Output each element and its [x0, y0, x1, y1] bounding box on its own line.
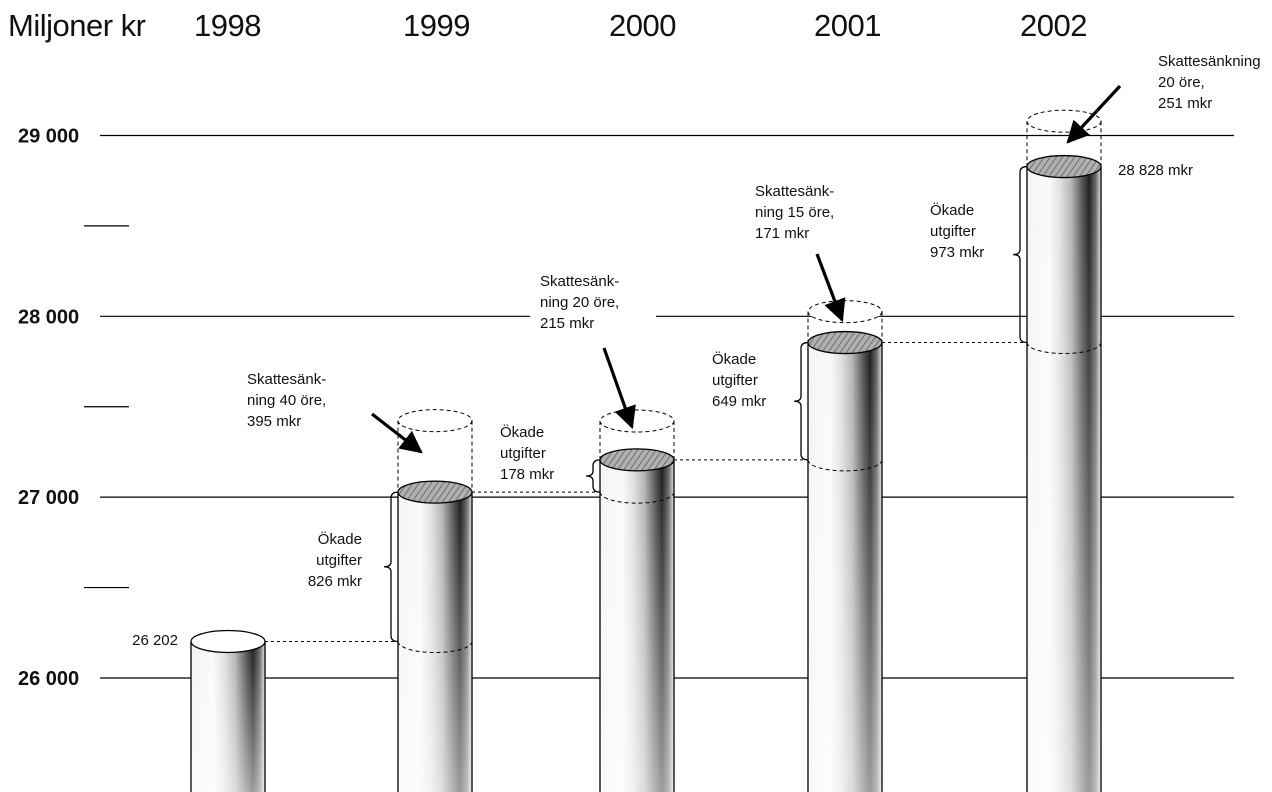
cylinder-1999: [397, 409, 473, 792]
spend-note-2001-line: Ökade: [712, 350, 756, 368]
spend-note-2002: Ökade utgifter 973 mkr: [930, 201, 984, 261]
cylinder-1998: [190, 629, 266, 792]
y-axis-unit-label: Miljoner kr: [8, 8, 146, 43]
spend-note-2000-line: utgifter: [500, 445, 546, 462]
cylinder-shade: [191, 641, 265, 792]
tax-note-2002: Skattesänkning 20 öre, 251 mkr: [1158, 53, 1261, 112]
tax-note-1999-line: ning 40 öre,: [247, 392, 326, 409]
tax-note-2002-line: 20 öre,: [1158, 74, 1205, 91]
tax-note-2000-line: Skattesänk-: [540, 273, 619, 290]
tax-note-2001-line: ning 15 öre,: [755, 204, 834, 221]
spend-note-2001: Ökade utgifter 649 mkr: [712, 350, 766, 410]
ghost-cylinder-top: [1026, 109, 1102, 133]
spend-note-2001-line: 649 mkr: [712, 393, 766, 410]
tax-note-2001-line: 171 mkr: [755, 225, 809, 242]
brace-2001: [793, 341, 809, 461]
arrow-1999: [371, 412, 423, 454]
ghost-cylinder-top: [807, 300, 883, 324]
spend-note-2002-line: Ökade: [930, 201, 974, 219]
arrow-2002: [1066, 84, 1122, 144]
arrow-2000: [602, 347, 636, 430]
cylinder-shade: [808, 342, 882, 792]
y-tick-label: 28 000: [18, 306, 79, 328]
tax-note-1999: Skattesänk-ning 40 öre, 395 mkr: [247, 371, 326, 430]
brace-2002: [1012, 165, 1028, 344]
cylinder-shade: [398, 492, 472, 792]
ghost-cylinder-top: [397, 409, 473, 433]
cylinder-2001: [807, 300, 883, 792]
year-label-1999: 1999: [403, 8, 470, 43]
spend-note-1999-line: 826 mkr: [308, 573, 362, 590]
tax-note-2000-line: 215 mkr: [540, 315, 594, 332]
cylinder-top: [397, 480, 473, 504]
cylinder-2002: [1026, 109, 1102, 792]
spend-note-1999: Ökade utgifter 826 mkr: [308, 530, 362, 590]
tax-note-2002-line: 251 mkr: [1158, 95, 1212, 112]
spend-note-2000: Ökade utgifter 178 mkr: [500, 423, 554, 483]
year-label-2002: 2002: [1020, 8, 1087, 43]
tax-note-1999-line: Skattesänk-: [247, 371, 326, 388]
cylinder-top: [807, 330, 883, 355]
year-label-2001: 2001: [814, 8, 881, 43]
cylinder-2000: [599, 409, 675, 792]
year-label-2000: 2000: [609, 8, 676, 43]
y-tick-label: 27 000: [18, 487, 79, 509]
spend-note-2002-line: utgifter: [930, 223, 976, 240]
tax-note-2001: Skattesänk-ning 15 öre, 171 mkr: [755, 183, 834, 242]
year-label-1998: 1998: [194, 8, 261, 43]
brace-1999: [383, 491, 399, 643]
cylinder-top: [1026, 154, 1102, 179]
gridline-gap: [530, 312, 656, 321]
tax-note-2000-line: ning 20 öre,: [540, 294, 619, 311]
tax-note-1999-line: 395 mkr: [247, 413, 301, 430]
y-tick-label: 29 000: [18, 125, 79, 147]
cylinder-top: [190, 629, 266, 654]
spend-note-2000-line: 178 mkr: [500, 466, 554, 483]
cylinder-top: [599, 448, 675, 472]
brace-2000: [585, 459, 601, 493]
tax-note-2000: Skattesänk-ning 20 öre, 215 mkr: [540, 273, 619, 332]
spend-note-1999-line: Ökade: [318, 530, 362, 548]
cylinder-shade: [1027, 166, 1101, 792]
start-value-label: 26 202: [132, 632, 178, 649]
end-value-label: 28 828 mkr: [1118, 162, 1193, 179]
spend-note-2001-line: utgifter: [712, 372, 758, 389]
tax-note-2002-line: Skattesänkning: [1158, 53, 1261, 70]
arrow-2001: [815, 253, 846, 323]
spend-note-1999-line: utgifter: [316, 552, 362, 569]
spend-note-2002-line: 973 mkr: [930, 244, 984, 261]
y-tick-label: 26 000: [18, 668, 79, 690]
tax-note-2001-line: Skattesänk-: [755, 183, 834, 200]
cylinder-shade: [600, 459, 674, 792]
spend-note-2000-line: Ökade: [500, 423, 544, 441]
ghost-cylinder-top: [599, 409, 675, 433]
